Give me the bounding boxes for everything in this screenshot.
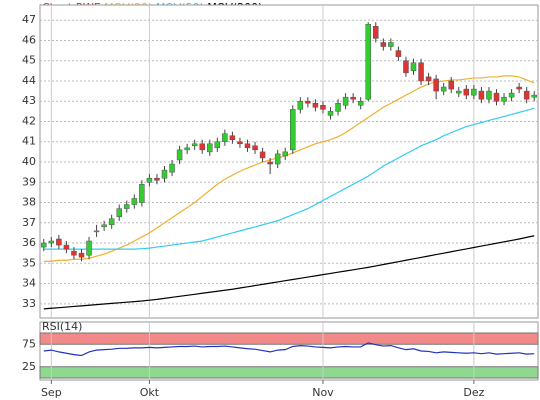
candle-body [516,86,522,90]
candle-body [222,133,228,142]
candle-body [305,100,311,104]
candle-body [486,90,492,100]
candle-body [320,105,326,110]
candle-body [478,90,485,100]
y-tick-label: 33 [22,297,36,310]
candle-body [229,135,236,140]
candle-body [380,42,387,47]
candle-body [259,151,266,159]
y-tick-label: 44 [22,74,36,87]
candle-body [78,252,85,258]
candle-body [63,244,70,250]
candle-body [48,240,55,244]
candle-body [357,100,364,106]
candle-body [116,208,122,217]
candle-body [531,94,537,98]
candle-body [199,143,205,151]
y-tick-label: 47 [22,13,36,26]
candle-body [154,177,160,181]
candle-body [146,177,153,183]
candle-body [297,100,304,110]
candle-body [463,88,470,96]
candle-body [456,90,462,94]
candle-body [493,92,500,102]
y-tick-label: 38 [22,196,36,209]
candle-body [425,76,432,82]
candle-body [207,143,213,153]
candle-body [350,96,356,100]
plot-area [39,4,539,319]
candle-body [342,96,349,106]
candle-body [448,80,454,90]
candle-body [124,204,130,209]
candle-body [244,143,251,149]
candle-body [290,109,296,151]
y-tick-label: 25 [22,360,36,373]
candle-body [403,60,409,74]
x-tick-label: Sep [41,386,62,399]
candle-body [327,111,334,116]
y-tick-label: 39 [22,175,36,188]
candle-body [373,26,379,39]
candle-body [161,169,168,179]
candle-body [41,242,47,248]
y-tick-label: 42 [22,114,36,127]
candle-body [131,198,138,205]
series-line [43,75,535,262]
candle-body [433,78,439,92]
y-tick-label: 43 [22,94,36,107]
candle-body [108,218,115,226]
candle-body [395,50,402,57]
candle-body [169,163,175,173]
candle-body [184,147,190,151]
candle-body [139,184,145,203]
y-tick-label: 46 [22,33,36,46]
candle-body [501,96,507,102]
band [39,366,539,379]
series-line [43,235,535,310]
candle-body [176,149,183,161]
x-tick-label: Nov [312,386,334,399]
candle-body [267,161,273,165]
y-tick-label: 75 [22,337,36,350]
candle-body [101,224,107,228]
candle-body [71,250,77,256]
candle-body [508,92,515,98]
y-tick-label: 36 [22,236,36,249]
candle-body [410,62,417,72]
y-tick-label: 37 [22,216,36,229]
candle-body [418,62,424,82]
x-tick-label: Okt [140,386,160,399]
series-line [43,342,535,357]
series-line [43,107,535,250]
candle-body [440,86,447,92]
candle-body [282,151,288,157]
candle-body [312,103,319,108]
y-tick-label: 35 [22,256,36,269]
candle-body [214,141,221,149]
candle-body [237,141,243,145]
candle-body [388,42,394,47]
band [39,332,539,345]
x-tick-label: Dez [463,386,484,399]
candle-body [471,88,477,96]
y-tick-label: 45 [22,54,36,67]
y-tick-label: 41 [22,135,36,148]
candle-body [335,103,341,112]
candle-body [56,238,62,246]
candle-body [252,145,258,151]
y-tick-label: 40 [22,155,36,168]
candle-body [365,23,371,100]
candle-body [191,143,198,147]
candle-body [93,230,100,233]
panel-label: RSI(14) [42,320,82,333]
candle-body [274,153,281,165]
y-tick-label: 34 [22,277,36,290]
candle-body [86,240,92,256]
candle-body [523,90,530,100]
